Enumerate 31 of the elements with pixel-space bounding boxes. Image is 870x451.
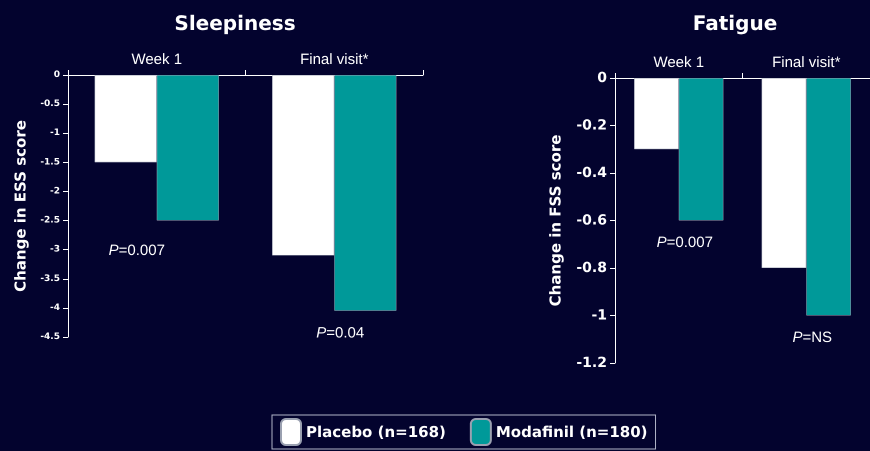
y-tick-label: -3: [50, 244, 60, 255]
legend-label: Placebo (n=168): [306, 423, 446, 441]
y-tick-label: -0.2: [576, 118, 607, 134]
y-tick-label: -4: [50, 302, 60, 313]
y-axis-title: Change in ESS score: [12, 120, 30, 292]
y-tick-label: -0.8: [576, 260, 607, 276]
legend-label: Modafinil (n=180): [496, 423, 648, 441]
y-tick-label: -0.4: [576, 165, 608, 181]
x-tick-label: Week 1: [131, 51, 182, 68]
y-tick-label: -1: [591, 308, 607, 324]
y-tick-label: -4.5: [40, 332, 60, 342]
chart-title: Sleepiness: [174, 11, 296, 35]
y-tick-label: -2: [50, 186, 60, 196]
x-tick-label: Final visit*: [772, 54, 841, 71]
y-axis-title: Change in FSS score: [546, 134, 564, 306]
y-tick-label: -1: [50, 128, 60, 138]
y-tick-label: -0.5: [40, 99, 60, 110]
annotation: P=0.007: [656, 234, 713, 251]
y-tick-label: 0: [54, 70, 60, 80]
x-tick-label: Week 1: [653, 54, 704, 71]
x-tick-label: Final visit*: [300, 51, 369, 68]
y-tick-label: -1.2: [576, 355, 607, 371]
chart-title: Fatigue: [692, 11, 778, 35]
y-tick-label: -2.5: [40, 216, 60, 226]
y-tick-label: -3.5: [40, 274, 60, 284]
annotation: P=0.04: [316, 324, 364, 342]
y-tick-label: -0.6: [576, 212, 607, 228]
annotation: P=NS: [792, 329, 832, 346]
annotation: P=0.007: [108, 242, 165, 260]
y-tick-label: 0: [597, 70, 608, 86]
y-tick-label: -1.5: [40, 157, 60, 168]
